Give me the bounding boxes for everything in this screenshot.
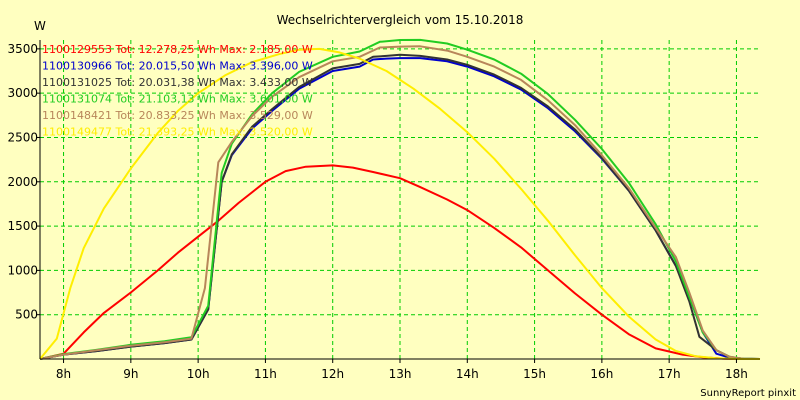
x-tick-label: 9h	[123, 367, 138, 381]
legend-entry-1100131025: 1100131025 Tot: 20.031,38 Wh Max: 3.433,…	[42, 76, 313, 89]
x-tick-label: 11h	[254, 367, 277, 381]
y-tick-label: 1000	[7, 263, 38, 277]
y-tick-label: 2000	[7, 175, 38, 189]
footer-credit: SunnyReport pinxit	[700, 388, 796, 399]
x-tick-label: 16h	[590, 367, 613, 381]
series-line-1100131025	[39, 53, 761, 360]
x-tick-label: 12h	[321, 367, 344, 381]
series-line-1100148421	[39, 45, 761, 360]
legend-entry-1100148421: 1100148421 Tot: 20.833,25 Wh Max: 3.529,…	[42, 109, 313, 122]
y-axis-label: W	[34, 19, 46, 33]
x-tick-label: 14h	[456, 367, 479, 381]
series-line-1100131074	[39, 38, 761, 360]
x-tick-label: 15h	[523, 367, 546, 381]
plot-lines	[39, 38, 761, 360]
grid	[40, 40, 760, 359]
series-line-1100149477	[39, 47, 760, 360]
chart-title: Wechselrichtervergleich vom 15.10.2018	[277, 13, 524, 27]
x-tick-label: 8h	[56, 367, 71, 381]
legend-entry-1100131074: 1100131074 Tot: 21.103,13 Wh Max: 3.601,…	[42, 93, 313, 106]
x-tick-label: 13h	[389, 367, 412, 381]
axes: 8h 9h 10h 11h 12h 13h 14h 15h 16h 17h 18h 500 1000 15…	[7, 40, 760, 381]
series-line-1100129553	[39, 164, 760, 360]
legend-entry-1100130966: 1100130966 Tot: 20.015,50 Wh Max: 3.396,…	[42, 60, 313, 73]
y-tick-label: 500	[15, 308, 38, 322]
y-tick-label: 3000	[7, 86, 38, 100]
x-tick-label: 10h	[187, 367, 210, 381]
y-tick-label: 2500	[7, 130, 38, 144]
legend-entry-1100129553: 1100129553 Tot: 12.278,25 Wh Max: 2.185,…	[42, 43, 313, 56]
y-tick-label: 1500	[7, 219, 38, 233]
x-tick-label: 17h	[658, 367, 681, 381]
y-tick-label: 3500	[7, 42, 38, 56]
legend-entry-1100149477: 1100149477 Tot: 21.393,25 Wh Max: 3.520,…	[42, 126, 313, 139]
legend: 1100129553 Tot: 12.278,25 Wh Max: 2.185,…	[42, 43, 313, 139]
x-tick-label: 18h	[725, 367, 748, 381]
